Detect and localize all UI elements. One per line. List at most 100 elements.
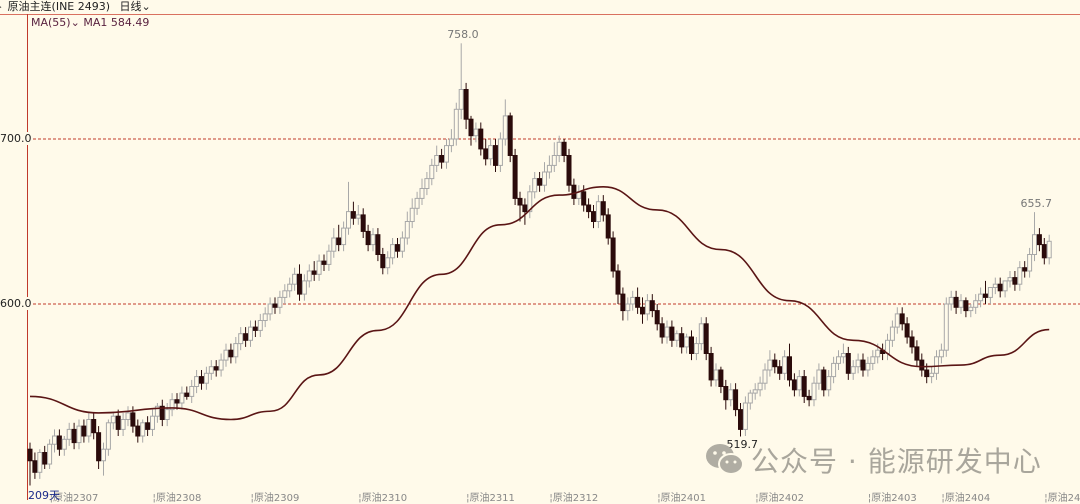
candle-up	[595, 201, 601, 222]
y-tick-label: 600.0	[0, 297, 32, 310]
candle-up	[698, 323, 704, 345]
candle-up	[301, 280, 307, 295]
candle-down	[537, 178, 543, 186]
candle-down	[512, 155, 518, 199]
candle-up	[429, 164, 435, 180]
candle-down	[439, 155, 445, 163]
candle-up	[948, 296, 954, 305]
candle-down	[395, 244, 400, 252]
candle-down	[463, 89, 469, 120]
watermark-text: 公众号 · 能源研发中心	[751, 445, 1042, 478]
candle-down	[703, 323, 709, 354]
candle-up	[238, 333, 244, 345]
candle-up	[277, 296, 283, 308]
candle-down	[801, 376, 807, 397]
candle-down	[718, 369, 724, 387]
candle-up	[194, 376, 200, 388]
candle-down	[1036, 234, 1042, 246]
candle-down	[145, 422, 151, 430]
candle-up	[262, 313, 268, 321]
candle-down	[360, 214, 366, 232]
candle-down	[199, 376, 204, 384]
candle-up	[458, 89, 464, 110]
candle-down	[159, 405, 165, 420]
chevron-down-icon[interactable]: ⌄	[70, 16, 80, 29]
candle-down	[571, 184, 577, 199]
candle-down	[610, 237, 616, 272]
candle-down	[493, 145, 498, 166]
candle-up	[630, 296, 636, 305]
candle-down	[272, 303, 278, 308]
chevron-down-icon: ⌄	[141, 0, 151, 13]
x-tick-label: ¦原油2310	[358, 493, 408, 504]
candle-up	[248, 326, 253, 341]
candle-up	[532, 178, 538, 193]
candle-up	[826, 376, 832, 391]
candle-down	[581, 191, 587, 206]
ma-value: MA1 584.49	[83, 16, 150, 29]
candle-up	[968, 306, 974, 312]
ma-legend[interactable]: MA(55)⌄ MA1 584.49	[31, 16, 149, 29]
candle-down	[904, 323, 910, 338]
candle-up	[644, 300, 650, 315]
candle-down	[733, 389, 739, 411]
candle-down	[738, 409, 743, 430]
candle-up	[86, 419, 92, 437]
candle-up	[150, 415, 155, 430]
candle-down	[679, 333, 685, 348]
candle-down	[899, 313, 905, 325]
candle-up	[189, 386, 195, 397]
candle-up	[267, 303, 273, 315]
candle-up	[370, 234, 376, 246]
candle-up	[409, 207, 415, 223]
candle-down	[228, 349, 234, 358]
candle-up	[110, 415, 116, 424]
candle-up	[76, 425, 82, 444]
candle-up	[346, 211, 351, 229]
candle-down	[806, 395, 812, 401]
candle-down	[184, 392, 190, 397]
candle-down	[586, 204, 592, 213]
candle-up	[728, 389, 734, 401]
candle-up	[37, 452, 43, 473]
candle-down	[953, 296, 959, 308]
candle-down	[924, 369, 930, 378]
candle-down	[615, 270, 621, 295]
candle-up	[169, 399, 175, 411]
candle-up	[179, 392, 185, 404]
candle-down	[1041, 244, 1047, 259]
candle-down	[350, 211, 356, 219]
candle-down	[522, 204, 528, 213]
ma-name[interactable]: MA(55)	[31, 16, 71, 29]
candle-down	[591, 211, 596, 223]
candle-up	[233, 343, 239, 358]
candle-up	[943, 303, 949, 351]
candle-up	[419, 188, 425, 199]
candle-up	[448, 138, 454, 147]
candle-up	[713, 369, 719, 381]
candle-down	[81, 425, 87, 437]
candle-up	[208, 366, 214, 374]
candle-up	[218, 359, 224, 371]
candle-down	[845, 353, 851, 374]
candle-up	[105, 422, 111, 450]
candle-up	[341, 227, 347, 246]
candle-down	[252, 326, 258, 331]
bar-count-label: 209天	[28, 489, 60, 502]
candle-up	[992, 283, 998, 289]
candle-up	[747, 392, 753, 404]
candle-up	[973, 300, 979, 308]
period-selector[interactable]: 日线⌄	[120, 0, 151, 13]
candle-up	[257, 320, 263, 331]
candle-down	[689, 336, 694, 354]
candle-up	[120, 419, 126, 430]
candle-up	[1032, 234, 1037, 255]
symbol-title[interactable]: 原油主连(INE 2493)	[7, 0, 111, 13]
candle-up	[414, 197, 420, 209]
candle-up	[497, 138, 503, 166]
candle-down	[517, 197, 523, 206]
ma-line	[29, 186, 1050, 421]
x-tick-label: ¦原油2402	[755, 493, 805, 504]
candle-up	[767, 359, 773, 371]
